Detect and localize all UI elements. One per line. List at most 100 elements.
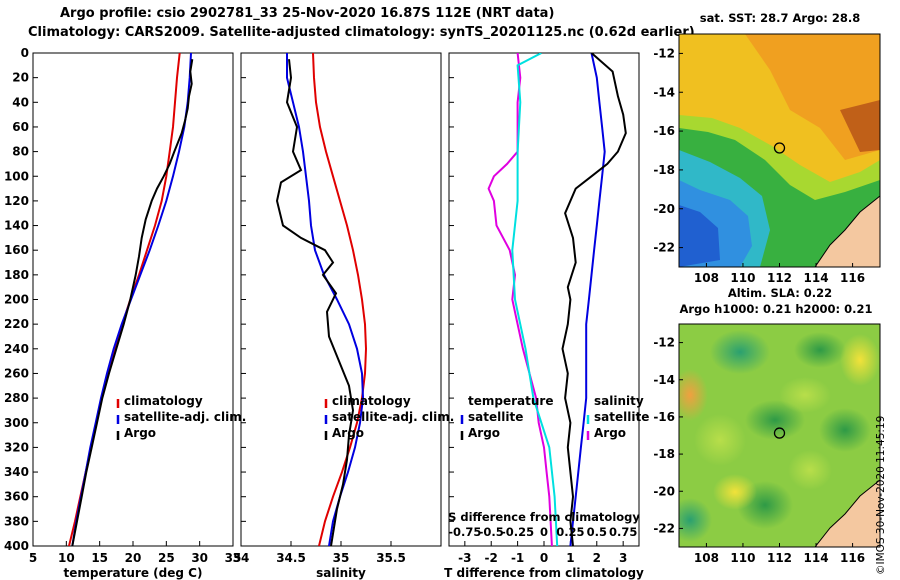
diff-legend-left-entry: temperature	[468, 394, 553, 408]
temperature-profile-xlabel: temperature (deg C)	[64, 566, 203, 580]
sst-map-xtick-label: 116	[840, 271, 865, 285]
temperature-profile-xtick-label: 25	[158, 551, 175, 565]
difference-profile-line-temperature-argo	[511, 53, 559, 546]
salinity-profile-xtick-label: 34	[233, 551, 250, 565]
difference-profile-xtick-label: -3	[458, 551, 471, 565]
sst-map-xtick-label: 114	[804, 271, 829, 285]
diff-top-tick-label: -0.5	[479, 525, 504, 539]
sla-low-6	[679, 498, 712, 542]
sla-map-argo-marker	[773, 427, 786, 439]
difference-profile-xtick-label: -2	[485, 551, 498, 565]
sst-warm-region	[745, 34, 880, 160]
diff-legend-left-entry: satellite	[468, 410, 523, 424]
salinity-profile-xlabel: salinity	[316, 566, 366, 580]
difference-profile-frame	[448, 52, 640, 547]
sla-map-ytick-label: -12	[653, 336, 675, 350]
depth-tick-label: 140	[4, 219, 29, 233]
diff-top-tick-label: 0	[540, 525, 548, 539]
temperature-profile-xtick-label: 20	[125, 551, 142, 565]
depth-tick-label: 60	[12, 120, 29, 134]
difference-profile: -3 -2 -1 0 1 2 3T difference from climatology	[444, 52, 644, 580]
sst-map-ytick-label: -18	[653, 163, 675, 177]
sla-map-xtick-label: 114	[804, 551, 829, 565]
diff-top-tick-label: 0.25	[556, 525, 584, 539]
sla-map-subtitle: Argo h1000: 0.21 h2000: 0.21	[679, 302, 872, 316]
diff-top-tick-label: -0.75	[448, 525, 481, 539]
sla-high-4	[713, 474, 757, 510]
title-line-1: Argo profile: csio 2902781_33 25-Nov-202…	[60, 6, 555, 21]
sst-hot-spot	[840, 100, 880, 152]
depth-tick-label: 20	[12, 71, 29, 85]
temperature-profile-xtick-label: 30	[191, 551, 208, 565]
depth-tick-label: 320	[4, 440, 29, 454]
difference-profile-xtick-label: -1	[511, 551, 524, 565]
sst-deep-blue-region	[679, 205, 720, 267]
temperature-profile-frame	[32, 52, 234, 547]
sla-map-xtick-label: 108	[694, 551, 719, 565]
salinity-profile-line-satellite-adj-clim-	[286, 53, 365, 546]
depth-tick-label: 380	[4, 514, 29, 528]
temperature-profile-xtick-label: 5	[29, 551, 37, 565]
diff-top-tick-label: 0.75	[609, 525, 637, 539]
diff-top-axis-label: S difference from climatology	[448, 510, 640, 524]
diff-legend-right-entry: salinity	[594, 394, 644, 408]
salinity-profile-line-climatology	[312, 53, 368, 546]
sla-high-6	[788, 450, 832, 490]
depth-tick-label: 280	[4, 391, 29, 405]
difference-profile-xtick-label: 3	[619, 551, 627, 565]
difference-profile-line-temperature-satellite	[487, 53, 553, 546]
difference-profile-xtick-label: 2	[593, 551, 601, 565]
sla-high-2	[694, 414, 746, 466]
diff-legend-left-entry: Argo	[468, 426, 500, 440]
depth-tick-label: 400	[4, 539, 29, 553]
sst-map-ytick-label: -14	[653, 85, 675, 99]
salinity-profile: 34 34.5 35 35.5 salinity	[233, 52, 442, 580]
depth-tick-label: 360	[4, 490, 29, 504]
depth-tick-label: 220	[4, 317, 29, 331]
sla-low-3	[745, 400, 805, 440]
sla-high-3	[679, 369, 708, 421]
depth-tick-label: 160	[4, 243, 29, 257]
depth-tick-label: 240	[4, 342, 29, 356]
sst-map-title: sat. SST: 28.7 Argo: 28.8	[700, 11, 860, 25]
sst-land	[815, 196, 880, 267]
diff-legend-right-entry: satellite	[594, 410, 649, 424]
temperature-profile-legend-entry: Argo	[124, 426, 156, 440]
difference-profile-xtick-label: 0	[540, 551, 548, 565]
depth-tick-label: 200	[4, 293, 29, 307]
difference-profile-line-salinity-argo	[561, 53, 627, 546]
sla-map-title: Altim. SLA: 0.22	[728, 286, 832, 300]
sst-coastline	[814, 195, 880, 267]
sst-map-xtick-label: 108	[694, 271, 719, 285]
temperature-profile-series	[68, 53, 194, 546]
sla-low-1	[710, 330, 770, 374]
sla-map-ytick-label: -22	[653, 521, 675, 535]
depth-tick-label: 340	[4, 465, 29, 479]
sla-map-ytick-label: -16	[653, 410, 675, 424]
depth-tick-label: 100	[4, 169, 29, 183]
salinity-profile-line-argo	[275, 59, 355, 546]
sla-high-1	[779, 377, 831, 413]
sla-map-ytick-label: -20	[653, 484, 675, 498]
depth-tick-label: 0	[21, 46, 29, 60]
temperature-profile-legend-entry: climatology	[124, 394, 203, 408]
sla-low-4	[819, 408, 871, 452]
sst-map-ytick-label: -12	[653, 46, 675, 60]
diff-legend-right-entry: Argo	[594, 426, 626, 440]
sst-map-ytick-label: -22	[653, 241, 675, 255]
depth-tick-label: 260	[4, 366, 29, 380]
temperature-profile-line-argo	[71, 59, 194, 546]
depth-tick-label: 300	[4, 416, 29, 430]
sla-map-ytick-label: -14	[653, 373, 675, 387]
sst-map-ytick-label: -20	[653, 202, 675, 216]
sla-map-ytick-label: -18	[653, 447, 675, 461]
sla-land	[815, 480, 880, 547]
depth-tick-label: 120	[4, 194, 29, 208]
sla-map-xtick-label: 112	[767, 551, 792, 565]
difference-profile-line-salinity-satellite	[569, 53, 606, 546]
sla-high-5	[840, 334, 880, 386]
difference-profile-series	[487, 53, 627, 546]
sla-low-2	[794, 332, 846, 368]
temperature-profile-xtick-label: 15	[91, 551, 108, 565]
